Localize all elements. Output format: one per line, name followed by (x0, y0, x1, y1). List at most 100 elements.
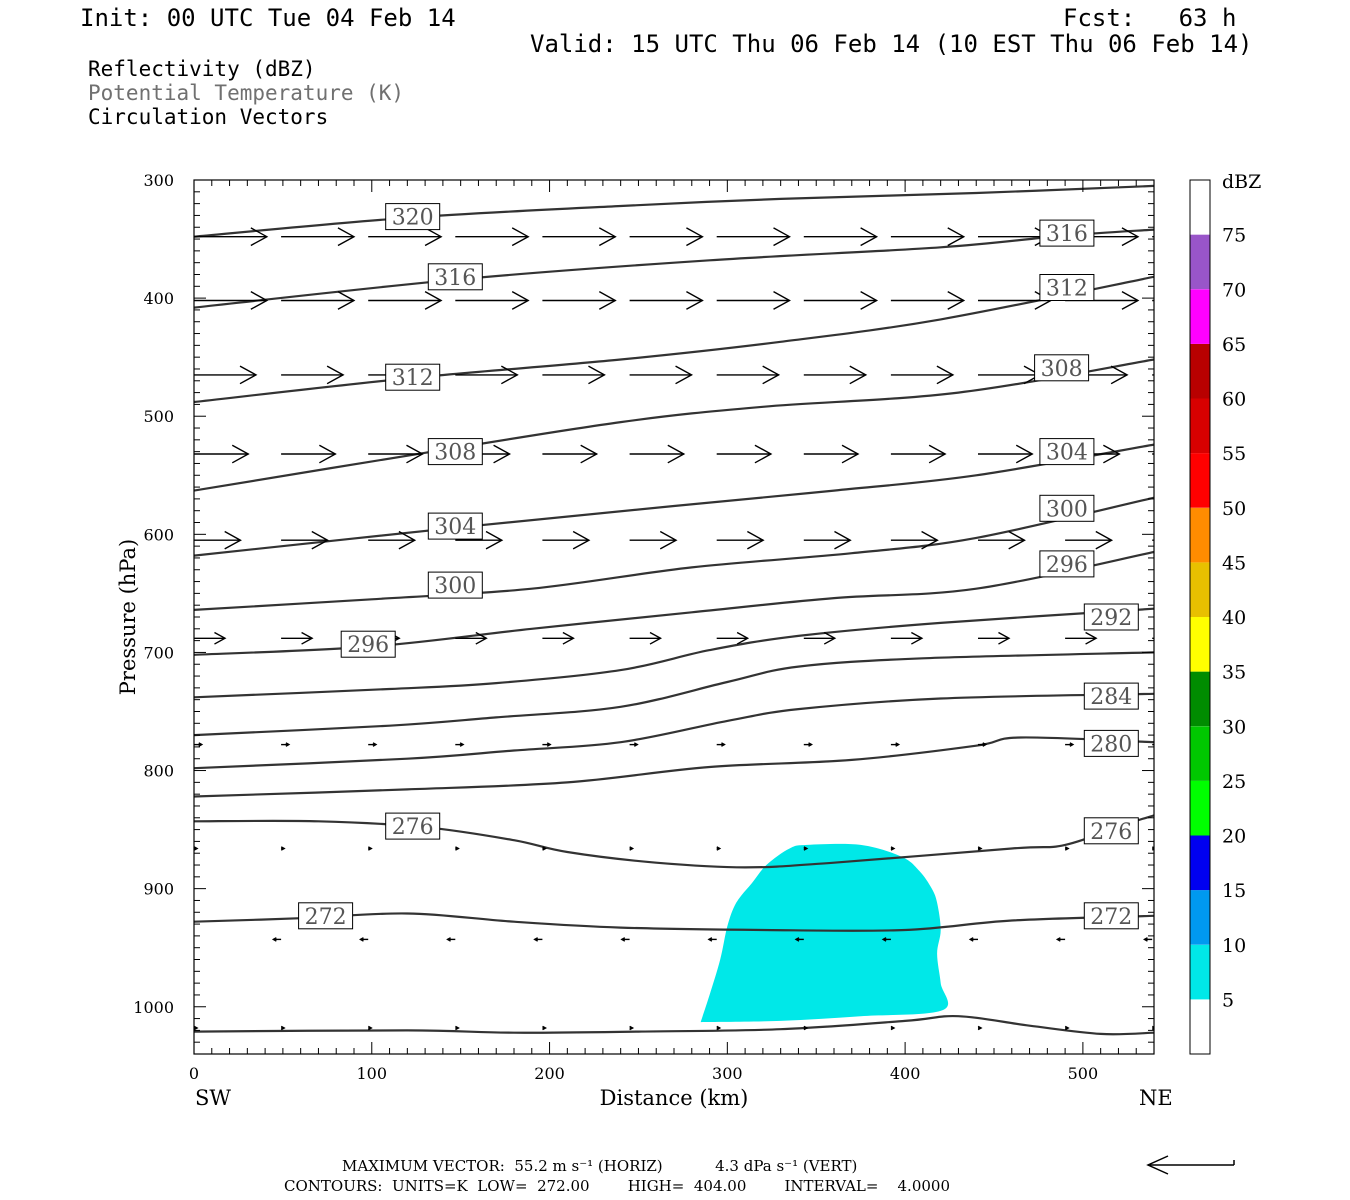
y-tick-label: 900 (143, 880, 174, 899)
colorbar-label: 50 (1222, 498, 1246, 520)
contour-label: 296 (340, 630, 396, 658)
circulation-vector (542, 291, 617, 310)
field-circulation-vectors: Circulation Vectors (88, 105, 329, 129)
circulation-vector (368, 444, 424, 464)
circulation-vector (533, 937, 543, 942)
field-potential-temperature: Potential Temperature (K) (88, 81, 405, 105)
circulation-vector (629, 631, 663, 645)
circulation-vector (194, 227, 269, 247)
contour-label: 280 (1083, 729, 1139, 757)
colorbar-label: 55 (1222, 443, 1246, 465)
circulation-vector (1064, 1025, 1070, 1031)
svg-text:272: 272 (305, 905, 347, 930)
colorbar-title: dBZ (1222, 171, 1261, 193)
colorbar-bin (1190, 617, 1210, 672)
circulation-vector (455, 1025, 460, 1031)
circulation-vector (890, 530, 939, 550)
colorbar-label: 65 (1222, 334, 1246, 356)
circulation-vector (368, 227, 443, 247)
colorbar-bin (1190, 289, 1210, 344)
circulation-vector (629, 444, 686, 464)
colorbar-label: 15 (1222, 880, 1246, 902)
colorbar-label: 35 (1222, 662, 1246, 684)
theta-contour-288 (194, 651, 1154, 737)
circulation-vector (890, 846, 896, 851)
colorbar-label: 60 (1222, 389, 1246, 411)
circulation-vector (542, 365, 606, 385)
colorbar-bin (1190, 890, 1210, 945)
y-tick-label: 500 (143, 407, 174, 426)
circulation-vector (978, 631, 1011, 645)
circulation-vector (716, 846, 722, 851)
circulation-vector (271, 937, 282, 942)
x-tick-label: 300 (712, 1064, 743, 1083)
circulation-vector (281, 291, 356, 310)
svg-text:308: 308 (1041, 357, 1083, 382)
circulation-vector (629, 742, 639, 747)
contour-label: 300 (1039, 494, 1095, 522)
svg-text:312: 312 (392, 366, 434, 391)
contour-label: 312 (385, 363, 441, 391)
circulation-vector (1152, 235, 1154, 238)
svg-text:304: 304 (434, 515, 476, 540)
circulation-vector (455, 846, 460, 851)
colorbar-label: 70 (1222, 279, 1246, 301)
init-time: Init: 00 UTC Tue 04 Feb 14 (80, 4, 456, 32)
max-vector-note: MAXIMUM VECTOR: 55.2 m s⁻¹ (HORIZ) 4.3 d… (342, 1157, 858, 1175)
circulation-vector (620, 937, 630, 942)
circulation-vector (1055, 937, 1066, 942)
svg-text:308: 308 (434, 441, 476, 466)
circulation-vector (977, 1025, 983, 1031)
contours-note: CONTOURS: UNITS=K LOW= 272.00 HIGH= 404.… (284, 1177, 950, 1195)
circulation-vector (368, 291, 443, 310)
colorbar-bin (1190, 507, 1210, 563)
circulation-vector (542, 742, 552, 747)
circulation-vector (194, 742, 204, 747)
contour-label: 292 (1083, 603, 1139, 631)
svg-text:280: 280 (1090, 732, 1132, 757)
svg-text:272: 272 (1090, 905, 1132, 930)
circulation-vector (881, 937, 891, 942)
contour-label: 304 (1039, 438, 1095, 466)
svg-text:316: 316 (1046, 222, 1088, 247)
contour-label: 272 (1083, 902, 1139, 930)
circulation-vector (803, 846, 809, 851)
circulation-vector (803, 631, 837, 645)
circulation-vector (542, 530, 591, 550)
circulation-vector (977, 846, 983, 851)
y-tick-label: 300 (143, 171, 174, 190)
y-tick-label: 1000 (133, 998, 174, 1017)
circulation-vector (1143, 937, 1153, 942)
theta-contour-304 (194, 443, 1154, 557)
circulation-vector (803, 291, 879, 310)
circulation-vector (629, 291, 704, 310)
x-tick-label: 100 (357, 1064, 388, 1083)
colorbar-bin (1190, 999, 1210, 1054)
circulation-vector (281, 631, 314, 645)
x-tick-label: 500 (1068, 1064, 1099, 1083)
svg-text:304: 304 (1046, 441, 1088, 466)
circulation-vector (978, 444, 1034, 464)
colorbar-bin (1190, 944, 1210, 1000)
circulation-vector (794, 937, 804, 942)
circulation-vector (890, 1025, 896, 1031)
svg-text:312: 312 (1046, 277, 1088, 302)
circulation-vector (716, 365, 781, 385)
circulation-vector (716, 530, 765, 550)
circulation-vector (629, 1025, 635, 1031)
x-tick-label: 0 (189, 1064, 199, 1083)
circulation-vector (455, 530, 504, 550)
circulation-vector (890, 365, 955, 385)
svg-text:320: 320 (392, 206, 434, 231)
theta-contour-292 (194, 607, 1154, 699)
y-tick-label: 700 (143, 643, 174, 662)
theta-contour-316 (194, 228, 1154, 309)
colorbar-bin (1190, 343, 1210, 399)
circulation-vector (542, 846, 547, 851)
colorbar-label: 75 (1222, 225, 1246, 247)
circulation-vector (803, 444, 860, 464)
colorbar-bin (1190, 671, 1210, 727)
circulation-vector (716, 291, 791, 310)
contour-label: 276 (385, 812, 441, 840)
